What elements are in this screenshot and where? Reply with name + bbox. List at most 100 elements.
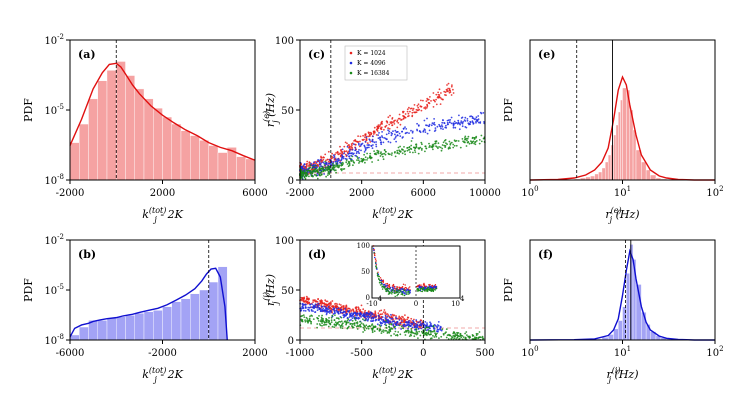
scatter-point	[450, 116, 453, 119]
scatter-point	[312, 301, 314, 303]
scatter-point	[377, 137, 380, 140]
scatter-point	[346, 163, 349, 165]
scatter-point	[363, 151, 366, 153]
scatter-point	[434, 324, 437, 327]
scatter-point	[348, 148, 351, 151]
scatter-point	[367, 135, 370, 138]
scatter-point	[327, 305, 330, 308]
inset-point	[416, 288, 418, 291]
inset-point	[430, 289, 433, 291]
scatter-point	[359, 135, 362, 138]
scatter-point	[348, 163, 351, 165]
scatter-point	[471, 137, 474, 140]
scatter-point	[434, 334, 437, 337]
legend-marker	[349, 51, 353, 55]
inset-point	[399, 288, 401, 290]
scatter-point	[385, 324, 387, 327]
scatter-point	[453, 337, 456, 340]
scatter-point	[321, 319, 324, 322]
scatter-point	[435, 140, 438, 143]
scatter-point	[400, 118, 403, 121]
scatter-point	[420, 323, 423, 326]
scatter-point	[390, 321, 392, 324]
hist-bar	[620, 99, 623, 181]
inset-point	[434, 286, 436, 288]
scatter-point	[363, 329, 366, 332]
scatter-point	[381, 153, 384, 155]
scatter-point	[300, 163, 303, 166]
x-tick-label: 101	[614, 345, 631, 359]
scatter-point	[476, 119, 479, 122]
inset-point	[381, 279, 383, 282]
scatter-point	[409, 320, 412, 322]
scatter-point	[383, 128, 385, 131]
scatter-point	[340, 162, 343, 165]
scatter-point	[388, 123, 391, 126]
scatter-point	[402, 127, 405, 130]
scatter-point	[450, 336, 453, 338]
hist-bar	[134, 88, 145, 181]
legend-entry: K = 16384	[357, 70, 390, 77]
inset-point	[393, 288, 395, 290]
inset-point	[426, 286, 428, 288]
scatter-point	[471, 121, 474, 124]
scatter-point	[454, 126, 457, 129]
scatter-point	[379, 123, 382, 126]
scatter-point	[389, 328, 391, 331]
scatter-point	[406, 149, 409, 152]
scatter-point	[380, 151, 382, 154]
y-tick-label: 10-2	[44, 33, 64, 47]
scatter-point	[372, 135, 374, 138]
scatter-point	[376, 151, 379, 154]
scatter-point	[354, 319, 357, 322]
scatter-point	[304, 310, 307, 312]
y-axis-label: PDF	[22, 98, 35, 122]
scatter-point	[325, 313, 328, 316]
scatter-point	[465, 331, 468, 333]
scatter-point	[409, 151, 411, 154]
scatter-point	[309, 169, 312, 172]
scatter-point	[439, 96, 442, 99]
scatter-point	[380, 332, 383, 334]
inset-point	[420, 284, 422, 286]
scatter-point	[471, 335, 474, 337]
scatter-point	[428, 123, 431, 126]
scatter-point	[334, 321, 337, 324]
scatter-point	[364, 156, 367, 159]
inset-point	[407, 290, 409, 293]
hist-bar	[190, 135, 200, 181]
scatter-point	[341, 325, 344, 327]
scatter-point	[440, 149, 443, 152]
scatter-point	[370, 156, 373, 159]
scatter-point	[379, 325, 382, 328]
scatter-point	[341, 311, 344, 314]
scatter-point	[354, 307, 357, 309]
y-axis-label: r(e)j (Hz)	[262, 93, 280, 127]
scatter-point	[327, 321, 330, 324]
legend-box	[344, 45, 408, 81]
y-tick-label: 10-8	[44, 333, 64, 347]
scatter-point	[410, 330, 413, 333]
scatter-point	[366, 157, 369, 160]
scatter-point	[426, 132, 429, 135]
scatter-point	[370, 314, 372, 317]
scatter-point	[363, 325, 366, 328]
inset-point	[394, 295, 396, 298]
y-tick-label: 10-5	[44, 283, 64, 297]
panel-e: 100 101 102 (e) PDF r(e) j (Hz)	[502, 39, 724, 224]
scatter-point	[322, 317, 324, 320]
hist-bar	[604, 161, 609, 181]
inset-point	[376, 272, 379, 274]
scatter-point	[411, 109, 414, 111]
hist-bar	[134, 313, 145, 341]
scatter-point	[460, 120, 463, 122]
scatter-point	[456, 334, 459, 337]
scatter-point	[371, 140, 374, 143]
scatter-point	[455, 139, 458, 142]
scatter-point	[422, 99, 424, 102]
scatter-point	[422, 130, 425, 133]
inset-point	[383, 286, 385, 289]
scatter-point	[380, 318, 383, 321]
scatter-point	[322, 156, 325, 159]
inset-point	[409, 286, 411, 288]
